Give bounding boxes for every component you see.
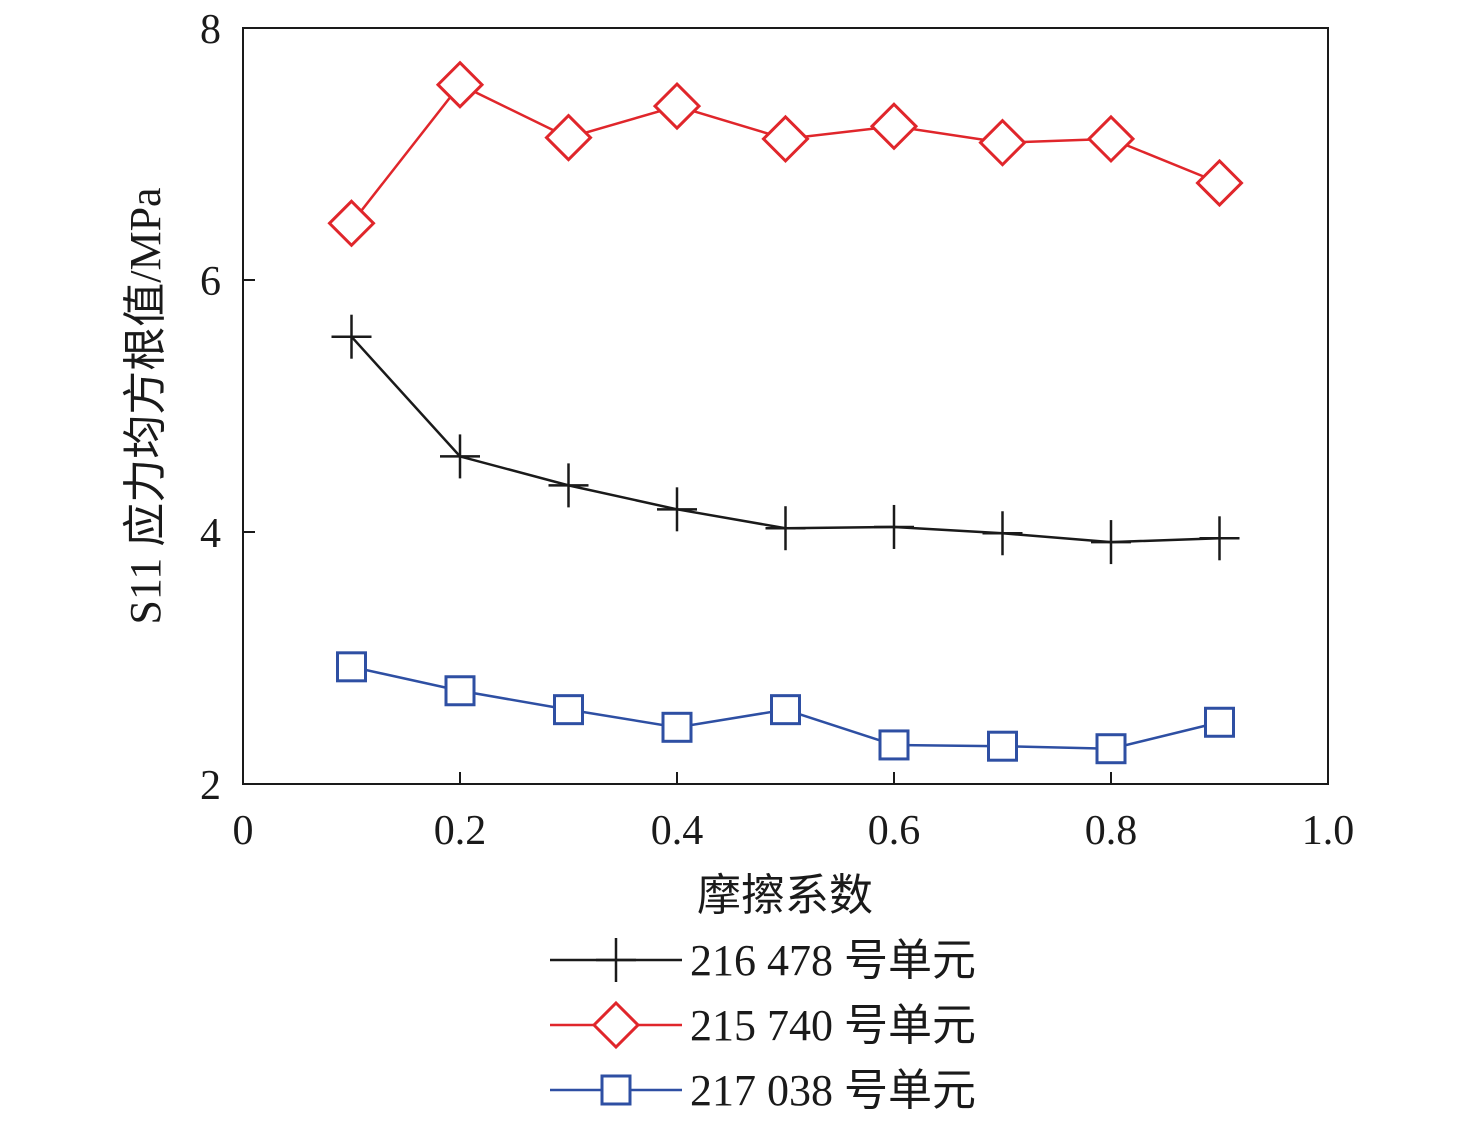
x-tick-label: 0.8 (1085, 808, 1138, 854)
series-3-point-7 (987, 730, 1018, 762)
series-3-point-3 (553, 694, 584, 726)
legend-label-2: 215 740 号单元 (690, 1001, 976, 1050)
plot-frame (242, 27, 1329, 785)
series-2-point-5 (761, 114, 810, 164)
legend-item-2: 215 740 号单元 (550, 1000, 976, 1050)
axes (242, 27, 1329, 785)
series-1-point-8 (1091, 520, 1131, 565)
x-tick-label: 0 (233, 808, 254, 854)
series-2-point-6 (869, 102, 919, 151)
legend-label-3: 217 038 号单元 (690, 1066, 976, 1115)
series-2-point-7 (978, 118, 1027, 167)
series-2-point-9 (1195, 158, 1244, 208)
series-2-point-8 (1086, 114, 1136, 164)
series-3-point-6 (878, 729, 910, 761)
series-1-point-2 (440, 434, 480, 479)
x-axis-ticks: 0 0.2 0.4 0.6 0.8 1.0 (233, 772, 1355, 854)
series-3-point-8 (1095, 733, 1127, 765)
series-1-point-5 (765, 506, 806, 551)
y-tick-label: 2 (200, 763, 221, 809)
x-tick-label: 0.6 (868, 808, 921, 854)
series-layer (327, 60, 1244, 765)
legend-label-1: 216 478 号单元 (690, 936, 976, 985)
series-1-point-3 (548, 463, 589, 508)
series-2-point-4 (652, 81, 702, 131)
series-1-point-6 (874, 504, 914, 549)
legend-item-3: 217 038 号单元 (550, 1066, 976, 1115)
legend-marker-2 (591, 1000, 641, 1050)
series-2 (327, 60, 1244, 248)
y-tick-label: 8 (200, 7, 221, 53)
legend-item-1: 216 478 号单元 (550, 936, 976, 985)
series-3-point-5 (770, 694, 801, 726)
y-axis-ticks: 2 4 6 8 (200, 7, 255, 809)
legend-marker-1 (596, 938, 636, 982)
x-tick-label: 0.2 (434, 808, 487, 854)
y-tick-label: 4 (200, 511, 221, 557)
legend: 216 478 号单元 215 740 号单元 217 038 号单元 (550, 936, 976, 1115)
series-1-point-4 (657, 487, 697, 532)
series-1-point-9 (1199, 516, 1240, 561)
series-2-point-2 (435, 60, 485, 109)
y-axis-title: S11 应力均方根值/MPa (121, 187, 170, 624)
series-2-point-3 (544, 113, 593, 162)
x-tick-label: 0.4 (651, 808, 704, 854)
series-3-point-2 (444, 675, 476, 707)
series-1 (331, 314, 1240, 565)
series-1-point-1 (331, 314, 372, 359)
y-tick-label: 6 (200, 259, 221, 305)
series-3-point-1 (336, 651, 367, 683)
series-3-point-9 (1204, 706, 1235, 738)
legend-marker-3 (600, 1074, 632, 1106)
x-tick-label: 1.0 (1302, 808, 1355, 854)
series-3 (336, 651, 1235, 765)
series-3-point-4 (661, 711, 693, 743)
series-2-point-1 (327, 199, 376, 248)
series-1-point-7 (982, 511, 1023, 556)
x-axis-title: 摩擦系数 (697, 871, 873, 920)
